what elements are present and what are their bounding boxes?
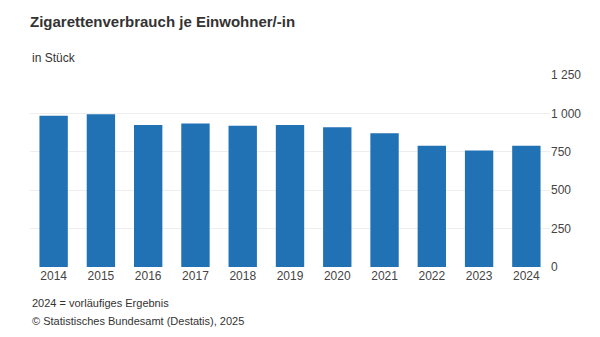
svg-text:2024: 2024 [513,269,540,283]
svg-text:0: 0 [551,260,558,274]
svg-text:2020: 2020 [324,269,351,283]
svg-text:750: 750 [551,145,571,159]
svg-text:2014: 2014 [40,269,67,283]
svg-text:in Stück: in Stück [32,51,76,65]
svg-text:© Statistisches Bundesamt (Des: © Statistisches Bundesamt (Destatis), 20… [32,315,244,327]
svg-text:2021: 2021 [371,269,398,283]
svg-text:500: 500 [551,183,571,197]
svg-text:2022: 2022 [418,269,445,283]
svg-text:2023: 2023 [466,269,493,283]
svg-text:2018: 2018 [229,269,256,283]
svg-text:2015: 2015 [88,269,115,283]
svg-text:Zigarettenverbrauch je Einwohn: Zigarettenverbrauch je Einwohner/-in [30,13,295,30]
svg-text:2017: 2017 [182,269,209,283]
svg-text:250: 250 [551,222,571,236]
svg-text:2024 = vorläufiges Ergebnis: 2024 = vorläufiges Ergebnis [32,297,169,309]
svg-text:2019: 2019 [277,269,304,283]
svg-text:1 250: 1 250 [551,68,581,82]
svg-text:1 000: 1 000 [551,107,581,121]
svg-text:2016: 2016 [135,269,162,283]
